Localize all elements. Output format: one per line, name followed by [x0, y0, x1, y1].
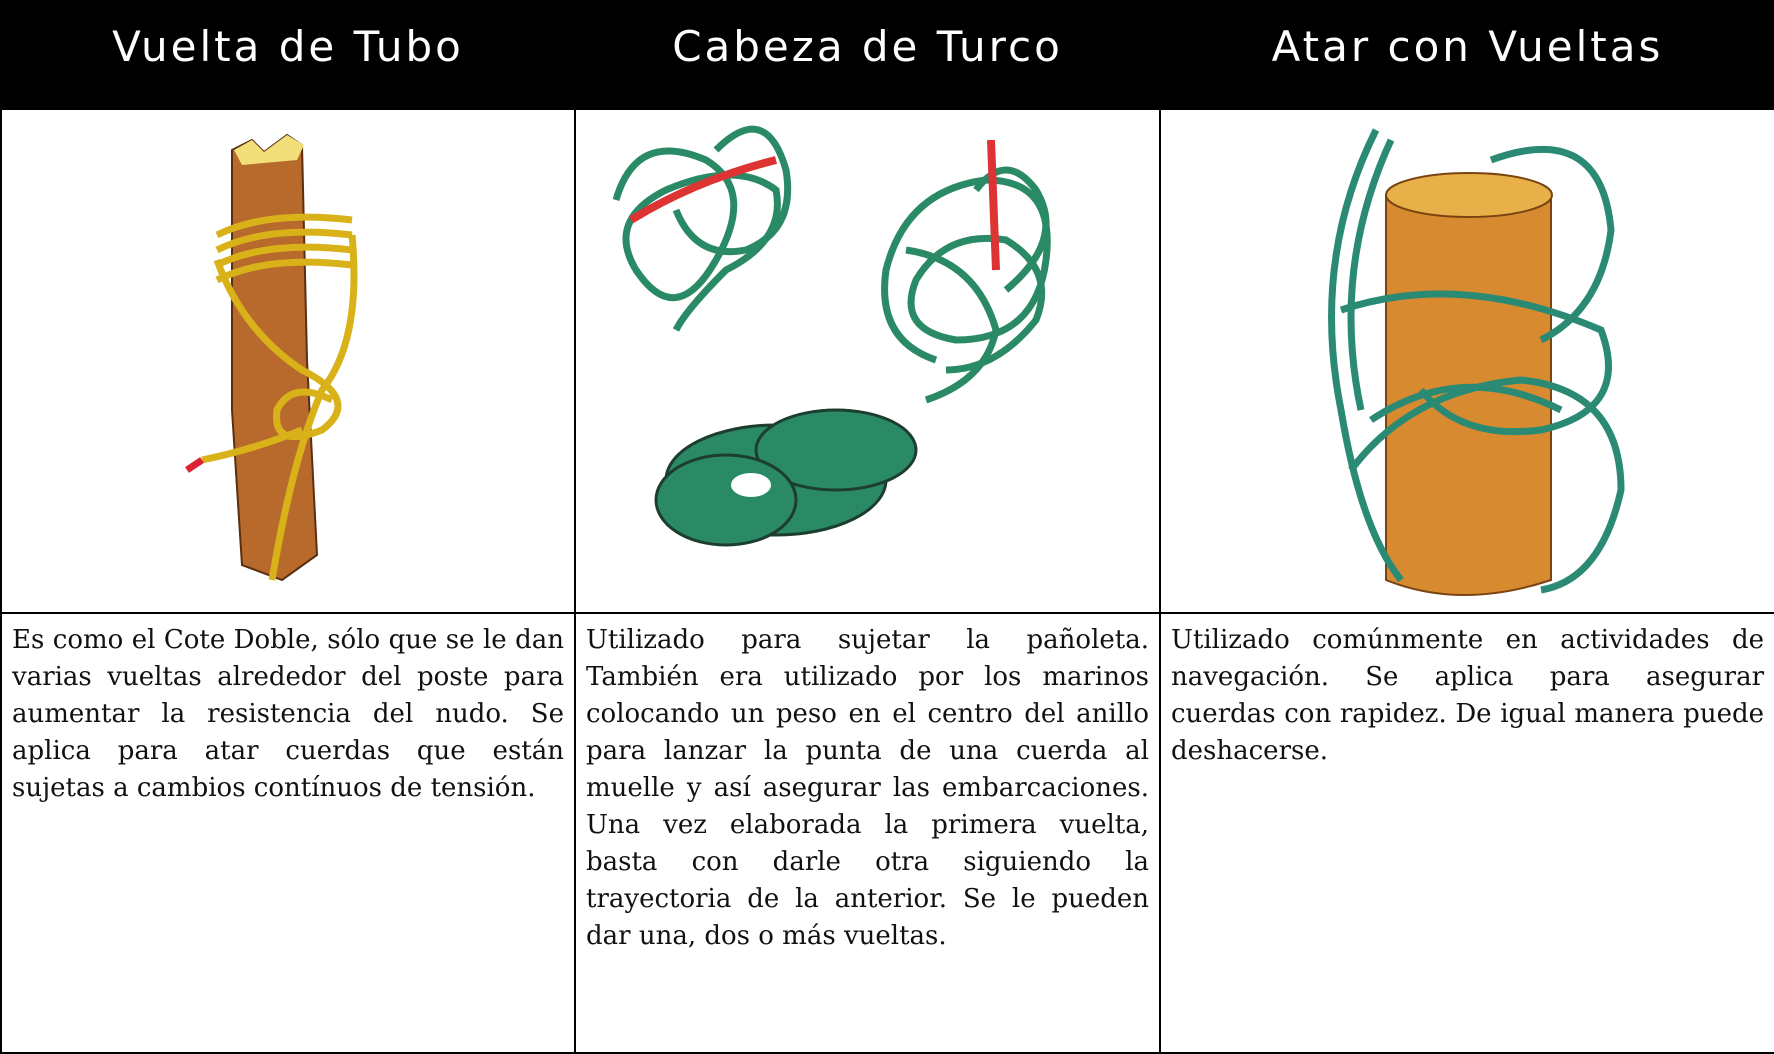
- image-row: [0, 108, 1774, 614]
- image-cell: [1159, 108, 1774, 614]
- image-cell: [574, 108, 1161, 614]
- turks-head-illustration: [612, 125, 1051, 547]
- image-cell: [0, 108, 576, 614]
- header-cell: Vuelta de Tubo: [0, 0, 576, 110]
- description: Utilizado comúnmente en actividades de n…: [1159, 612, 1774, 1054]
- header-row: Vuelta de Tubo Cabeza de Turco Atar con …: [0, 0, 1774, 110]
- post-wraps-illustration: [1328, 128, 1625, 596]
- text-row: Es como el Cote Doble, sólo que se le da…: [0, 612, 1774, 1054]
- header-cell: Cabeza de Turco: [574, 0, 1161, 110]
- header-cell: Atar con Vueltas: [1159, 0, 1774, 110]
- post-illustration: [185, 133, 358, 582]
- description: Utilizado para sujetar la pañoleta. Tamb…: [574, 612, 1161, 1054]
- description: Es como el Cote Doble, sólo que se le da…: [0, 612, 576, 1054]
